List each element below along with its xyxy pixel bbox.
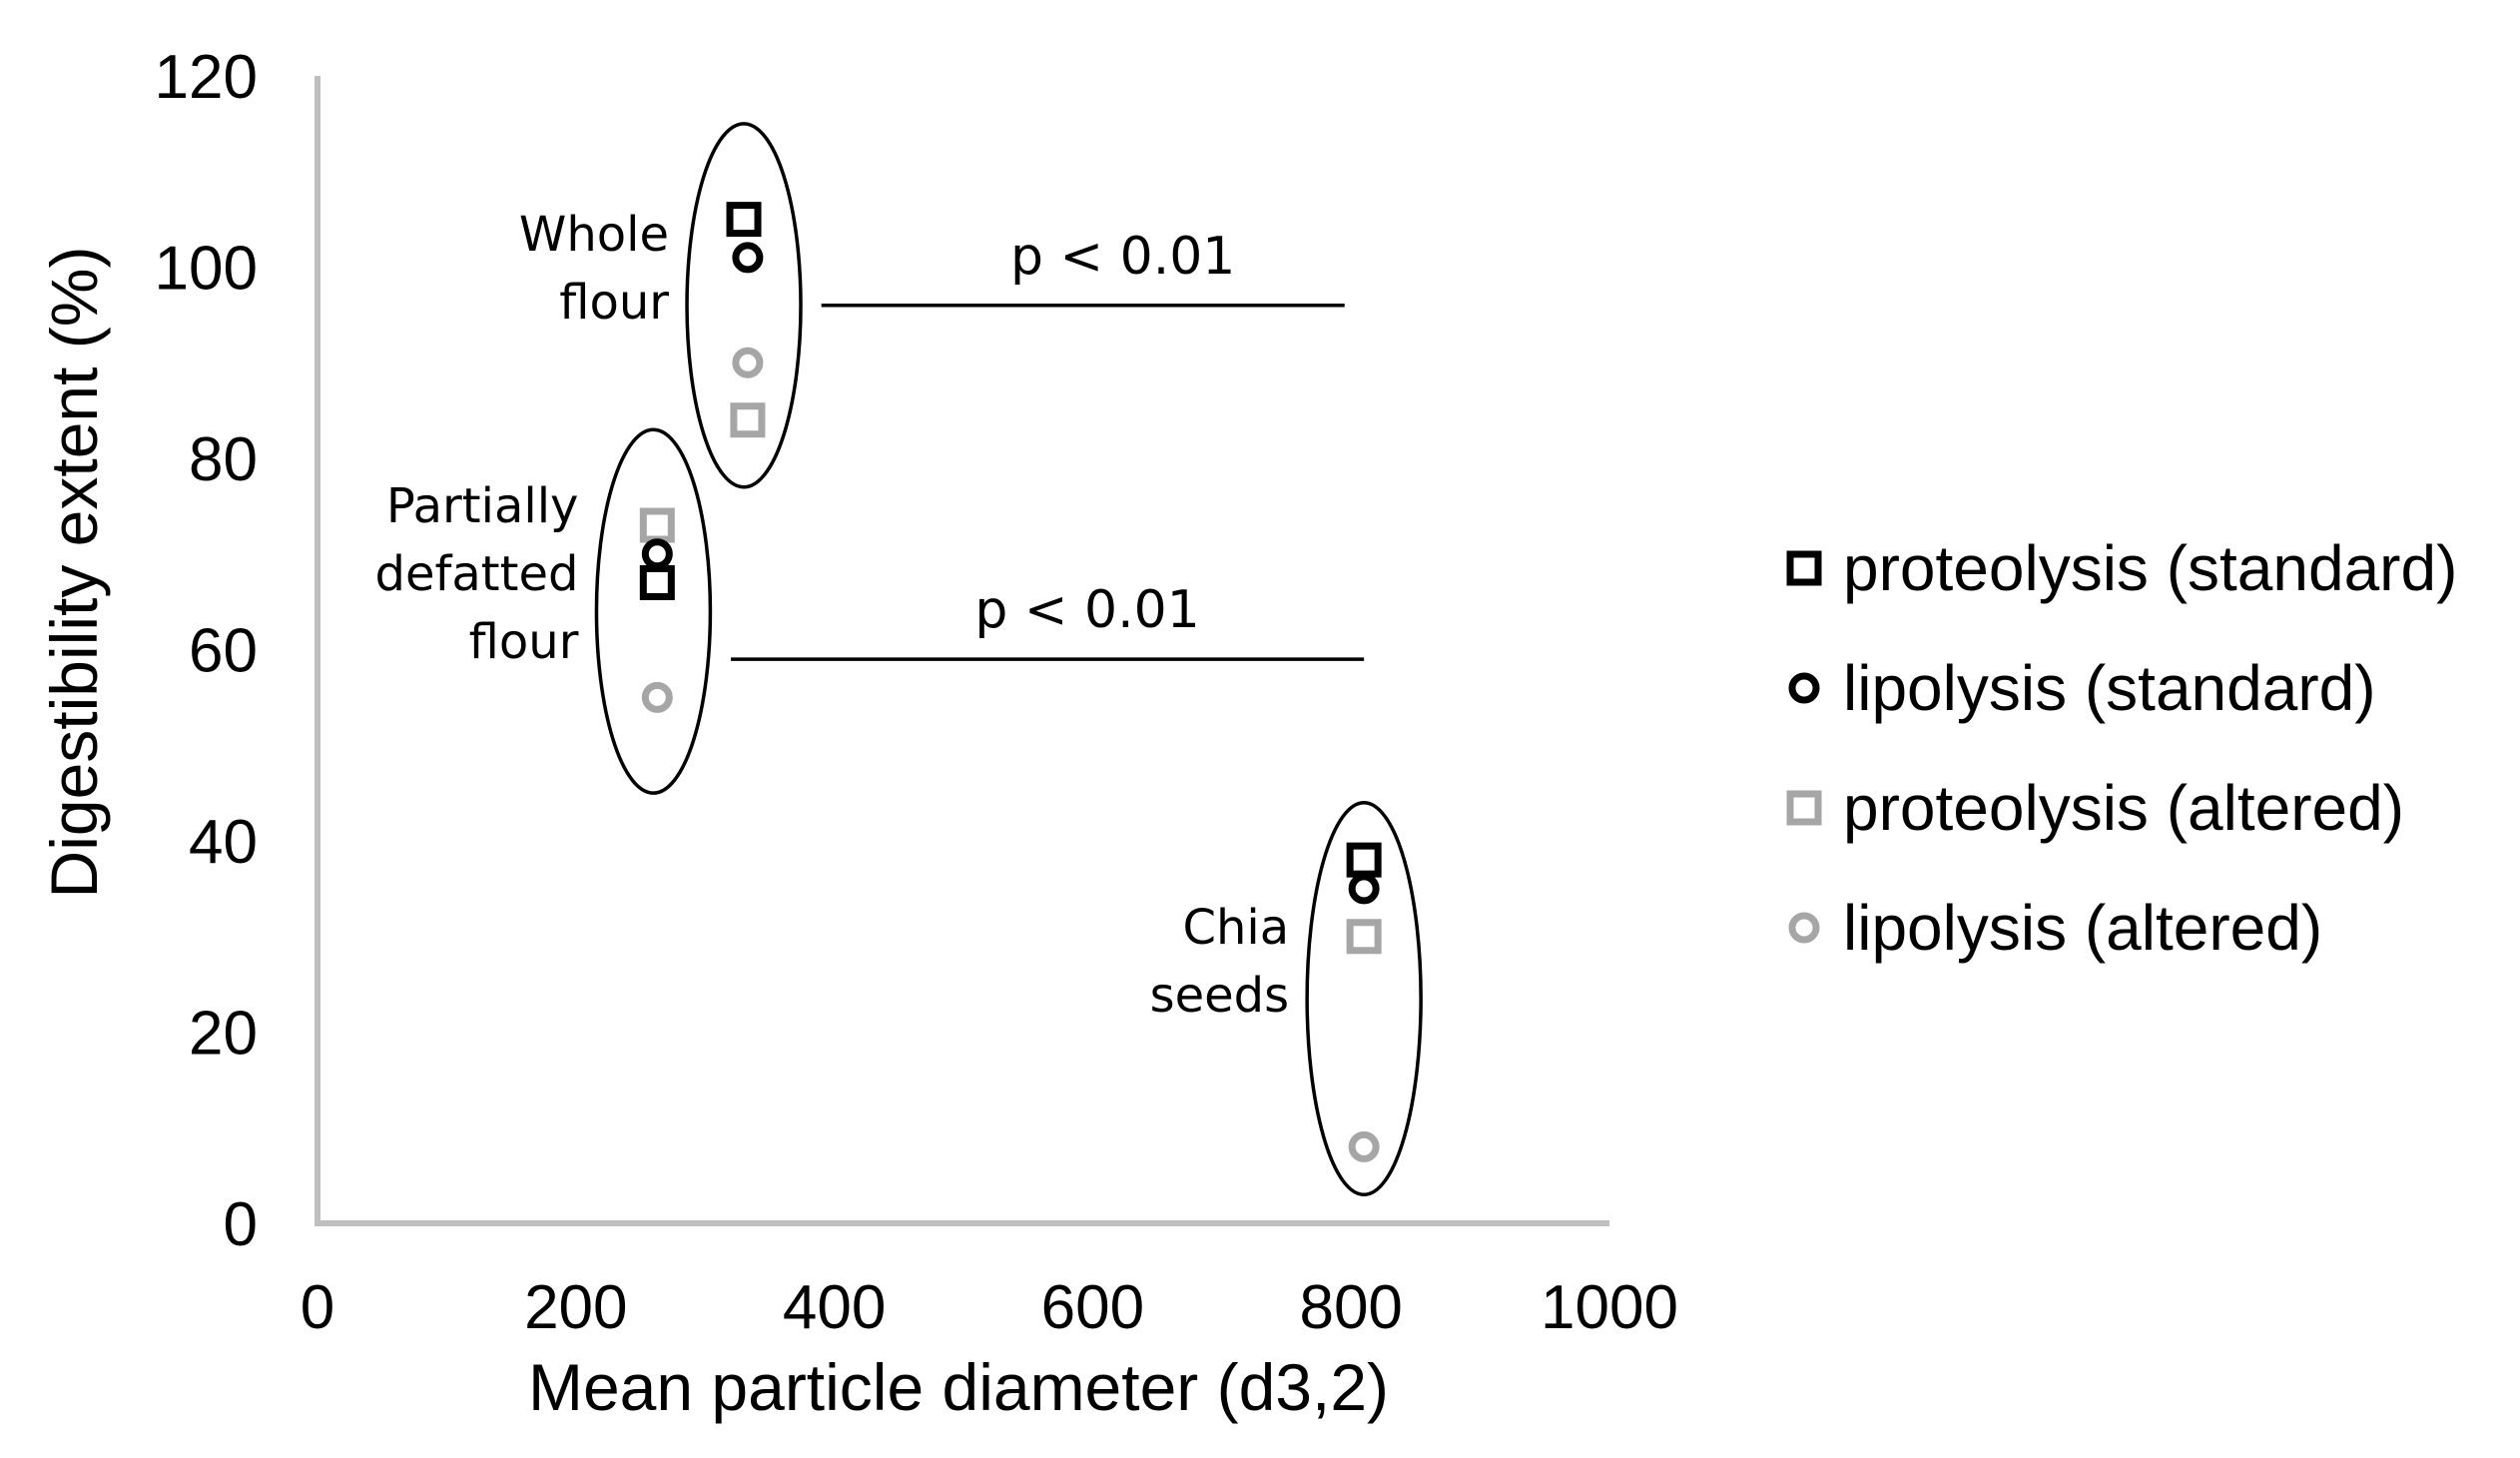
data-point xyxy=(1348,873,1380,905)
group-label: defatted xyxy=(374,546,578,602)
data-point xyxy=(641,681,673,713)
group-label: Chia xyxy=(1182,900,1289,956)
data-points xyxy=(639,202,1382,1162)
data-point xyxy=(1346,919,1382,955)
legend-marker xyxy=(1788,672,1820,704)
group-label: seeds xyxy=(1150,968,1290,1024)
y-tick-label: 80 xyxy=(189,425,258,494)
y-axis-title: Digestibility extent (%) xyxy=(37,247,111,899)
x-tick-label: 800 xyxy=(1299,1273,1402,1342)
group-label: flour xyxy=(469,614,579,670)
x-axis-title: Mean particle diameter (d3,2) xyxy=(528,1350,1389,1424)
tick-labels: 0 200 400 600 800 1000 0 20 40 60 80 100 120 xyxy=(155,43,1678,1342)
group-ellipse xyxy=(1305,800,1423,1197)
significance-label: p < 0.01 xyxy=(974,580,1199,640)
x-tick-label: 400 xyxy=(783,1273,886,1342)
significance-annotations: p < 0.01 p < 0.01 xyxy=(731,227,1365,661)
y-tick-label: 0 xyxy=(224,1190,258,1259)
x-tick-label: 600 xyxy=(1041,1273,1144,1342)
data-point xyxy=(1346,842,1382,878)
data-point xyxy=(639,507,675,543)
x-tick-label: 1000 xyxy=(1541,1273,1678,1342)
legend-label: lipolysis (altered) xyxy=(1843,892,2322,964)
group-label: flour xyxy=(559,275,669,331)
data-point xyxy=(639,564,675,600)
y-tick-label: 20 xyxy=(189,1000,258,1069)
legend-label: proteolysis (altered) xyxy=(1843,772,2404,844)
axes xyxy=(315,76,1609,1226)
legend-marker xyxy=(1786,550,1822,586)
group-label: Partially xyxy=(386,478,579,534)
legend-label: proteolysis (standard) xyxy=(1843,532,2457,604)
legend-marker xyxy=(1788,912,1820,944)
y-tick-label: 60 xyxy=(189,617,258,686)
legend-label: lipolysis (standard) xyxy=(1843,652,2376,724)
significance-label: p < 0.01 xyxy=(1010,227,1235,287)
data-point xyxy=(1348,1130,1380,1162)
legend: proteolysis (standard) lipolysis (standar… xyxy=(1786,532,2457,964)
legend-marker xyxy=(1786,790,1822,826)
data-point xyxy=(641,538,673,570)
data-point xyxy=(730,402,766,438)
group-ellipse xyxy=(685,122,803,489)
data-point xyxy=(732,347,764,378)
x-tick-label: 200 xyxy=(524,1273,627,1342)
group-ellipse xyxy=(594,427,713,795)
y-tick-label: 120 xyxy=(155,43,258,112)
y-tick-label: 40 xyxy=(189,808,258,877)
group-label: Whole xyxy=(519,207,669,263)
data-point xyxy=(726,202,762,238)
group-ellipses: Whole flour Partially defatted flour Chia seed… xyxy=(374,122,1423,1197)
x-tick-label: 0 xyxy=(301,1273,334,1342)
y-tick-label: 100 xyxy=(155,235,258,304)
data-point xyxy=(732,242,764,274)
